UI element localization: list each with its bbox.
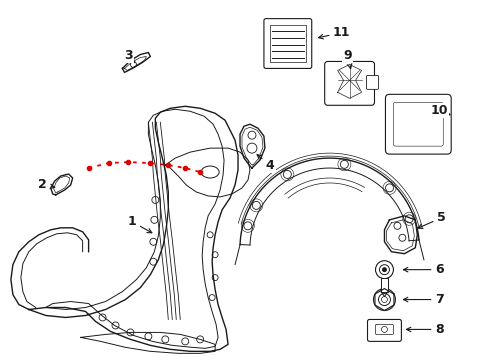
- FancyBboxPatch shape: [380, 278, 387, 292]
- Circle shape: [373, 289, 395, 310]
- Text: 5: 5: [417, 211, 445, 228]
- FancyBboxPatch shape: [324, 62, 374, 105]
- Circle shape: [381, 267, 386, 272]
- FancyBboxPatch shape: [264, 19, 311, 68]
- Text: 1: 1: [128, 215, 152, 233]
- Text: 8: 8: [406, 323, 443, 336]
- Text: 2: 2: [39, 179, 55, 192]
- Text: 4: 4: [257, 155, 274, 172]
- Text: 6: 6: [403, 263, 443, 276]
- Text: 3: 3: [124, 49, 134, 63]
- FancyBboxPatch shape: [367, 319, 401, 341]
- Text: 11: 11: [318, 26, 350, 39]
- Text: 9: 9: [343, 49, 351, 68]
- Text: 7: 7: [403, 293, 443, 306]
- FancyBboxPatch shape: [385, 94, 450, 154]
- Text: 10: 10: [429, 104, 449, 117]
- FancyBboxPatch shape: [375, 324, 393, 334]
- FancyBboxPatch shape: [366, 75, 378, 89]
- FancyBboxPatch shape: [269, 24, 305, 62]
- FancyBboxPatch shape: [393, 102, 442, 146]
- Circle shape: [375, 261, 393, 279]
